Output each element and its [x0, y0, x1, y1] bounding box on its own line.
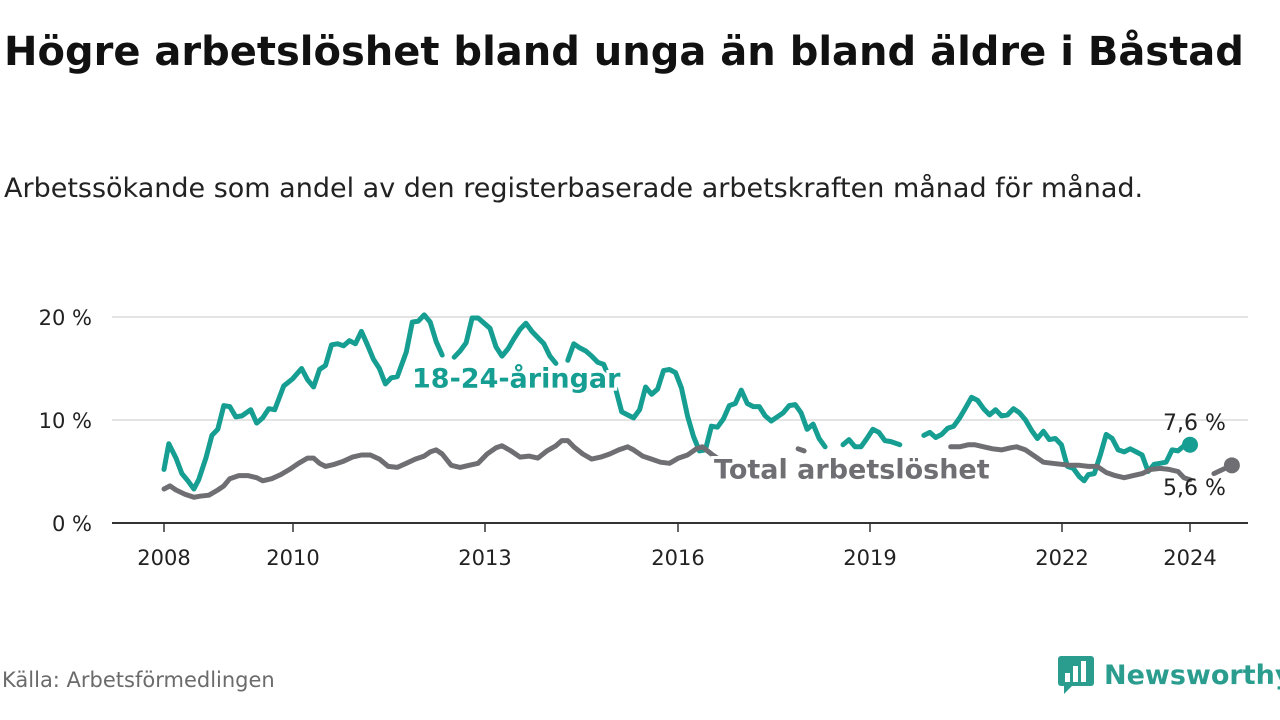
x-tick-label: 2024: [1163, 546, 1216, 570]
series-label-total: Total arbetslöshet: [714, 454, 990, 485]
x-tick-label: 2008: [137, 546, 190, 570]
end-dot-youth: [1182, 436, 1198, 453]
y-tick-label: 20 %: [39, 306, 92, 330]
series-labels: 18-24-åringar Total arbetslöshet 7,6 % 5,6 …: [409, 360, 1226, 501]
chart-title: Högre arbetslöshet bland unga än bland ä…: [4, 29, 1244, 75]
x-tick-label: 2019: [843, 546, 896, 570]
newsworthy-logo[interactable]: Newsworthy: [1058, 655, 1280, 695]
x-tick-label: 2016: [651, 546, 704, 570]
end-value-label-youth: 7,6 %: [1163, 411, 1226, 436]
x-tick-label: 2010: [266, 546, 319, 570]
end-dot-total: [1223, 457, 1240, 474]
gridlines: [112, 316, 1248, 421]
x-tick-label: 2022: [1035, 546, 1088, 570]
brand-name: Newsworthy: [1104, 659, 1280, 691]
series-label-youth: 18-24-åringar: [412, 363, 621, 395]
end-value-label-total: 5,6 %: [1163, 476, 1226, 501]
series-lines: [161, 312, 1240, 500]
x-tick-label: 2013: [458, 546, 511, 570]
source-note: Källa: Arbetsförmedlingen: [2, 668, 275, 692]
y-tick-label: 10 %: [39, 409, 92, 433]
axes: 0 % 10 % 20 % 2008 2010 2013 2016 2019 2022 2024: [39, 306, 1248, 570]
y-tick-label: 0 %: [52, 512, 92, 536]
chart-subtitle: Arbetssökande som andel av den registerb…: [4, 173, 1144, 204]
series-line-total: [161, 438, 1235, 500]
newsworthy-logo-icon: [1058, 656, 1094, 694]
series-line-youth: [161, 312, 1193, 492]
